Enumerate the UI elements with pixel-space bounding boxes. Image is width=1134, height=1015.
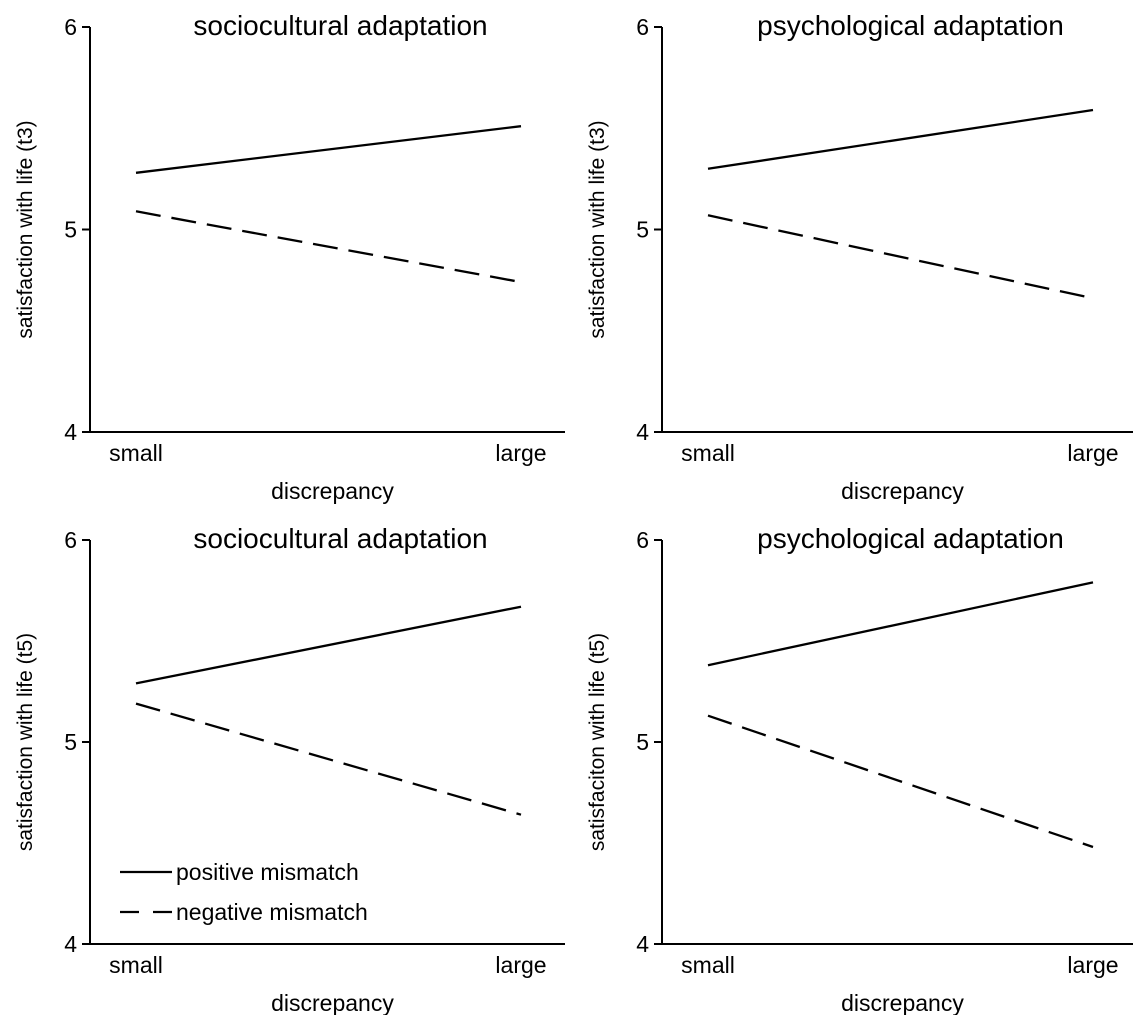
legend-label: positive mismatch <box>176 859 359 885</box>
x-tick-label: large <box>495 952 546 978</box>
y-tick-label: 4 <box>636 931 649 957</box>
x-tick-label: large <box>495 440 546 466</box>
x-tick-label: small <box>109 440 163 466</box>
series-line-positive-mismatch <box>707 108 1094 170</box>
chart-title: sociocultural adaptation <box>193 10 487 41</box>
series-line-negative-mismatch <box>707 214 1094 300</box>
y-axis-label: satisfaction with life (t3) <box>586 120 609 338</box>
y-tick-label: 4 <box>636 419 649 445</box>
chart-title: psychological adaptation <box>757 523 1064 554</box>
series-line-positive-mismatch <box>135 605 522 685</box>
legend: positive mismatch negative mismatch <box>120 859 368 925</box>
y-tick-label: 5 <box>64 729 77 755</box>
y-tick-label: 5 <box>64 217 77 243</box>
y-tick-label: 4 <box>64 419 77 445</box>
series-line-positive-mismatch <box>135 125 522 174</box>
y-tick-label: 6 <box>636 14 649 40</box>
chart-panel-1: 4 5 6 small large sociocultural adaptation dis… <box>14 10 565 504</box>
y-axis-label: satisfaciton with life (t5) <box>586 633 609 851</box>
chart-panel-4: 4 5 6 small large psychological adaptation dis… <box>586 523 1133 1015</box>
chart-title: sociocultural adaptation <box>193 523 487 554</box>
chart-title: psychological adaptation <box>757 10 1064 41</box>
x-axis-label: discrepancy <box>271 990 394 1015</box>
x-axis-label: discrepancy <box>841 478 964 504</box>
y-tick-label: 4 <box>64 931 77 957</box>
y-tick-label: 5 <box>636 217 649 243</box>
y-axis-label: satisfaction with life (t5) <box>14 633 37 851</box>
x-tick-label: small <box>109 952 163 978</box>
legend-label: negative mismatch <box>176 899 368 925</box>
y-axis-label: satisfaction with life (t3) <box>14 120 37 338</box>
series-line-negative-mismatch <box>707 714 1094 849</box>
x-axis-label: discrepancy <box>841 990 964 1015</box>
chart-panel-2: 4 5 6 small large psychological adaptation dis… <box>586 10 1133 504</box>
series-line-negative-mismatch <box>135 702 522 816</box>
chart-panel-3: 4 5 6 small large sociocultural adaptation dis… <box>14 523 565 1015</box>
series-line-positive-mismatch <box>707 581 1094 667</box>
y-tick-label: 6 <box>636 527 649 553</box>
series-line-negative-mismatch <box>135 210 522 284</box>
y-tick-label: 5 <box>636 729 649 755</box>
x-tick-label: large <box>1067 440 1118 466</box>
x-tick-label: small <box>681 440 735 466</box>
y-tick-label: 6 <box>64 14 77 40</box>
y-tick-label: 6 <box>64 527 77 553</box>
x-axis-label: discrepancy <box>271 478 394 504</box>
x-tick-label: small <box>681 952 735 978</box>
x-tick-label: large <box>1067 952 1118 978</box>
